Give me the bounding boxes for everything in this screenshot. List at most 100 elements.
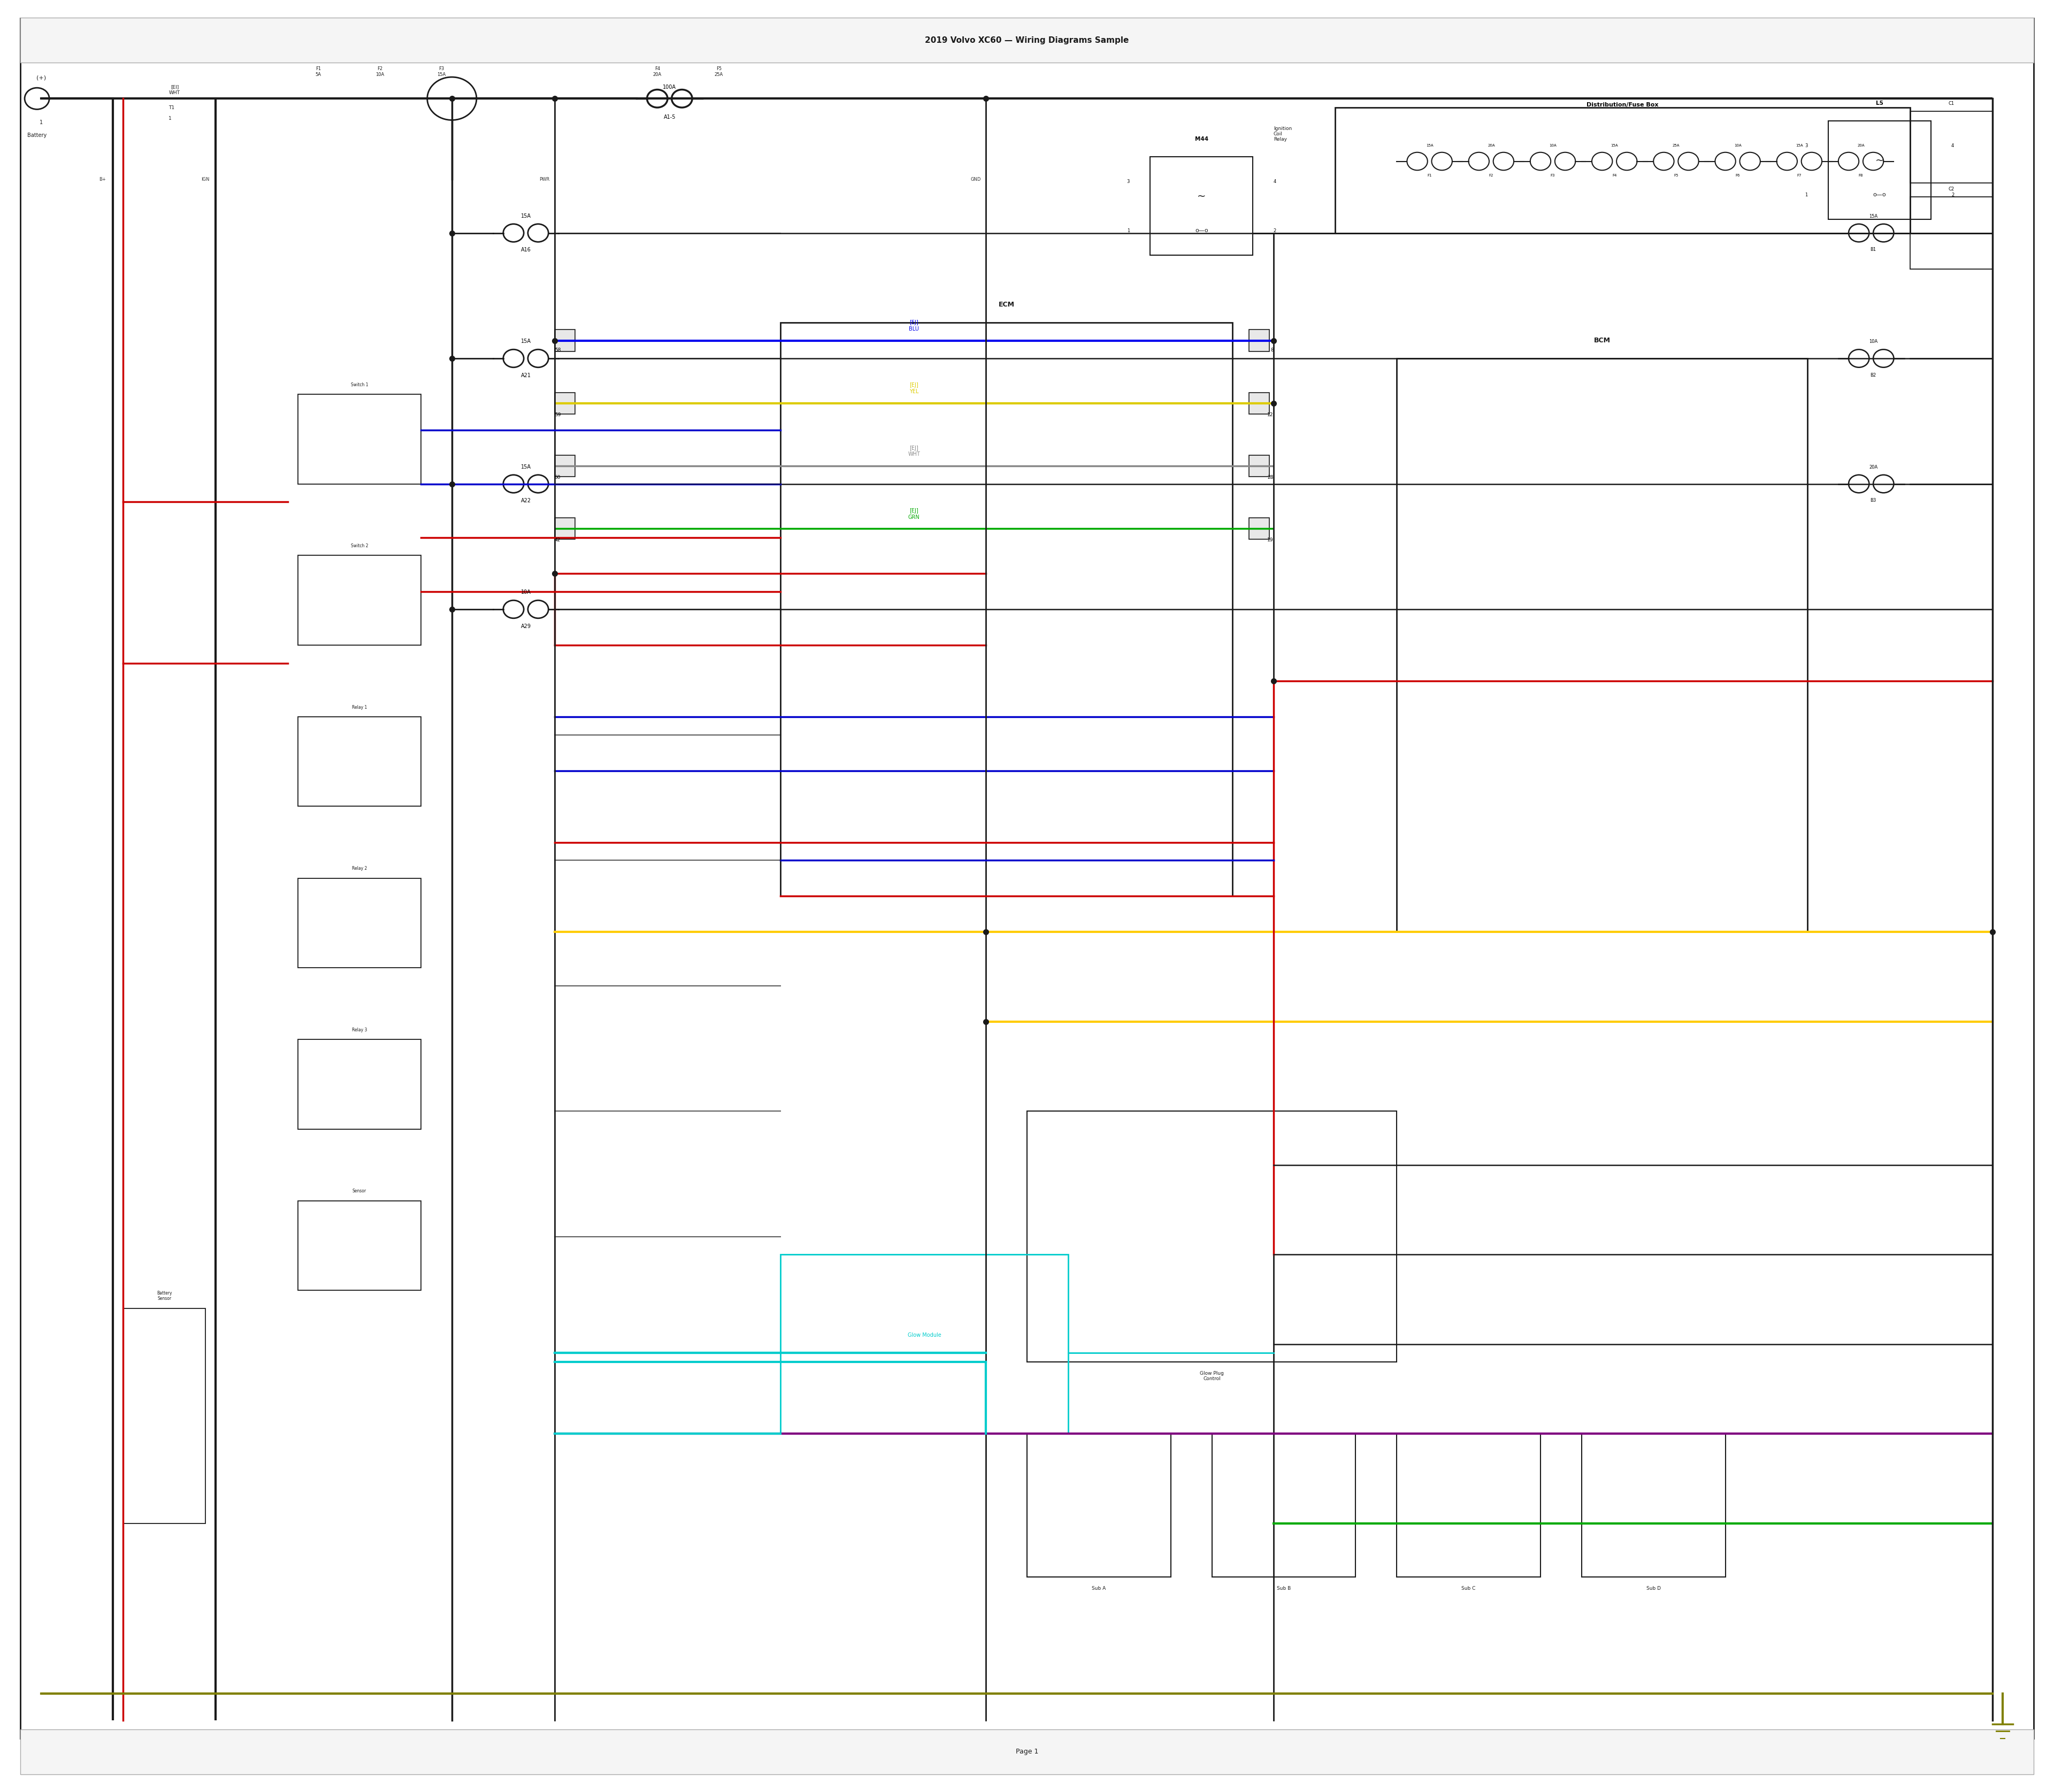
Bar (1582, 1434, 1725, 1577)
Bar (1397, 358, 1808, 932)
Text: 20A: 20A (1487, 143, 1495, 147)
Text: 15A: 15A (522, 339, 530, 344)
Bar (1249, 455, 1269, 477)
Text: Relay 3: Relay 3 (351, 1027, 368, 1032)
Text: Ignition
Coil
Relay: Ignition Coil Relay (1273, 125, 1292, 142)
Text: (+): (+) (37, 75, 45, 81)
Text: C1: C1 (1949, 100, 1953, 106)
Text: F2
10A: F2 10A (376, 66, 384, 77)
Text: Relay 2: Relay 2 (351, 866, 368, 871)
Text: F5
25A: F5 25A (715, 66, 723, 77)
Text: [EJ]
WHT: [EJ] WHT (908, 446, 920, 457)
Text: Switch 1: Switch 1 (351, 382, 368, 387)
Text: Sub B: Sub B (1278, 1586, 1290, 1591)
Text: 15A: 15A (1869, 213, 1877, 219)
Bar (555, 330, 575, 351)
Text: 15A: 15A (522, 213, 530, 219)
Text: F3
15A: F3 15A (438, 66, 446, 77)
Text: A1-5: A1-5 (663, 115, 676, 120)
Text: 2: 2 (1273, 228, 1276, 233)
Text: Relay 1: Relay 1 (351, 704, 368, 710)
Text: 10A: 10A (522, 590, 530, 595)
Text: 100A: 100A (663, 84, 676, 90)
Text: 15A: 15A (1610, 143, 1619, 147)
Bar (781, 1254, 1068, 1434)
Text: F6: F6 (1736, 174, 1740, 177)
Text: 1: 1 (1805, 192, 1808, 197)
Text: 1: 1 (1128, 228, 1130, 233)
Text: B2: B2 (1871, 373, 1875, 378)
Text: F1: F1 (1428, 174, 1432, 177)
Text: F2: F2 (1489, 174, 1493, 177)
Text: IGN: IGN (201, 177, 210, 181)
Text: 20A: 20A (1869, 464, 1877, 470)
Text: Battery
Sensor: Battery Sensor (156, 1290, 173, 1301)
Bar (1150, 158, 1253, 254)
Text: 1: 1 (168, 116, 170, 120)
Text: GND: GND (969, 177, 982, 181)
Text: [EI]
WHT: [EI] WHT (168, 84, 181, 95)
Text: 28: 28 (1267, 475, 1273, 480)
Text: 12: 12 (1267, 412, 1273, 418)
Text: Glow Module: Glow Module (908, 1333, 941, 1337)
Text: Sensor: Sensor (353, 1188, 366, 1193)
Text: Glow Plug
Control: Glow Plug Control (1200, 1371, 1224, 1382)
Bar (555, 518, 575, 539)
Text: 42: 42 (555, 538, 561, 543)
Bar (298, 1201, 421, 1290)
Text: 2019 Volvo XC60 — Wiring Diagrams Sample: 2019 Volvo XC60 — Wiring Diagrams Sample (924, 36, 1130, 45)
Text: M44: M44 (1195, 136, 1208, 142)
Text: ~: ~ (1197, 192, 1206, 201)
Text: C2: C2 (1949, 186, 1953, 192)
Text: F8: F8 (1859, 174, 1863, 177)
Bar (298, 878, 421, 968)
Text: Battery: Battery (27, 133, 47, 138)
Text: Sub C: Sub C (1462, 1586, 1475, 1591)
Bar (21, 18, 2033, 63)
Text: PWR: PWR (538, 177, 550, 181)
Bar (298, 1039, 421, 1129)
Bar (1249, 392, 1269, 414)
Text: ~: ~ (1875, 156, 1884, 165)
Text: o—o: o—o (1195, 228, 1208, 233)
Text: F3: F3 (1551, 174, 1555, 177)
Text: B+: B+ (99, 177, 107, 181)
Bar (781, 323, 1232, 896)
Text: 15A: 15A (522, 464, 530, 470)
Text: Switch 2: Switch 2 (351, 543, 368, 548)
Text: B3: B3 (1871, 498, 1875, 504)
Bar (555, 455, 575, 477)
Bar (21, 1729, 2033, 1774)
Text: 10A: 10A (1549, 143, 1557, 147)
Text: F1
5A: F1 5A (316, 66, 320, 77)
Text: F4
20A: F4 20A (653, 66, 661, 77)
Text: 4: 4 (1273, 179, 1276, 185)
Text: Sub A: Sub A (1093, 1586, 1105, 1591)
Text: Page 1: Page 1 (1015, 1749, 1039, 1754)
Text: 25A: 25A (1672, 143, 1680, 147)
Text: 1: 1 (39, 120, 43, 125)
Bar (1249, 518, 1269, 539)
Bar (1212, 1434, 1356, 1577)
Text: BCM: BCM (1594, 337, 1610, 344)
Bar (1910, 111, 1992, 183)
Text: o—o: o—o (1873, 192, 1886, 197)
Text: A21: A21 (522, 373, 530, 378)
Text: 10A: 10A (1869, 339, 1877, 344)
Text: 2: 2 (1951, 192, 1953, 197)
Bar (1027, 1434, 1171, 1577)
Text: L5: L5 (1875, 100, 1884, 106)
Text: 3: 3 (1128, 179, 1130, 185)
Text: 8: 8 (1271, 348, 1273, 353)
Bar (123, 1308, 205, 1523)
Text: 3: 3 (1805, 143, 1808, 149)
Bar (1397, 1434, 1540, 1577)
Bar (1249, 330, 1269, 351)
Bar (298, 394, 421, 484)
Text: F4: F4 (1612, 174, 1616, 177)
Text: 20A: 20A (1857, 143, 1865, 147)
Text: ECM: ECM (998, 301, 1015, 308)
Text: 59: 59 (555, 412, 561, 418)
Text: 4: 4 (1951, 143, 1953, 149)
Text: F5: F5 (1674, 174, 1678, 177)
